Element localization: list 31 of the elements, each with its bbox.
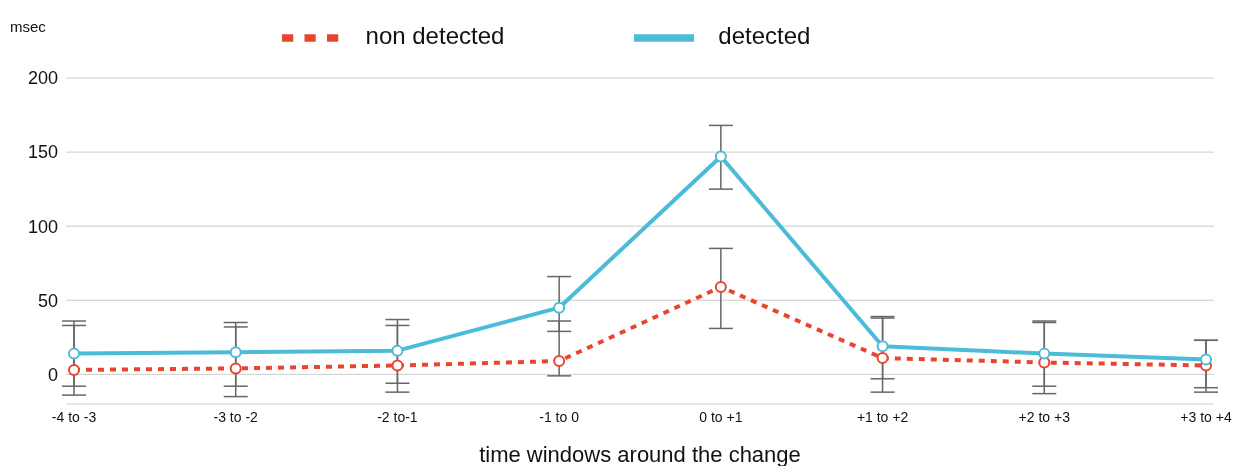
point: [229, 346, 242, 359]
point: [68, 347, 80, 360]
legend-label: detected: [718, 22, 811, 50]
point: [876, 352, 889, 365]
x-tick-label: +2 to +3: [1018, 408, 1071, 425]
point: [1200, 353, 1212, 366]
point: [229, 362, 242, 375]
point: [391, 344, 404, 357]
x-axis-title: time windows around the change: [479, 442, 801, 467]
legend-label: non detected: [365, 22, 505, 50]
y-tick-label: 100: [27, 216, 58, 237]
point: [68, 363, 80, 376]
y-axis-title: msec: [10, 18, 46, 35]
x-tick-label: -3 to -2: [213, 408, 259, 425]
x-tick-label: +3 to +4: [1180, 408, 1232, 425]
point: [1038, 347, 1051, 360]
y-tick-label: 200: [27, 68, 58, 89]
x-tick-label: -4 to -3: [51, 408, 97, 425]
y-tick-label: 0: [47, 364, 58, 385]
point: [714, 150, 727, 163]
point: [391, 359, 404, 372]
x-tick-label: -2 to-1: [377, 408, 418, 425]
y-tick-label: 50: [37, 290, 58, 311]
x-tick-label: +1 to +2: [856, 408, 909, 425]
point: [553, 355, 566, 368]
x-tick-label: -1 to 0: [539, 408, 580, 425]
x-tick-label: 0 to +1: [699, 408, 743, 425]
point: [714, 280, 727, 293]
point: [876, 340, 889, 353]
point: [553, 301, 566, 314]
y-tick-label: 150: [27, 142, 58, 163]
